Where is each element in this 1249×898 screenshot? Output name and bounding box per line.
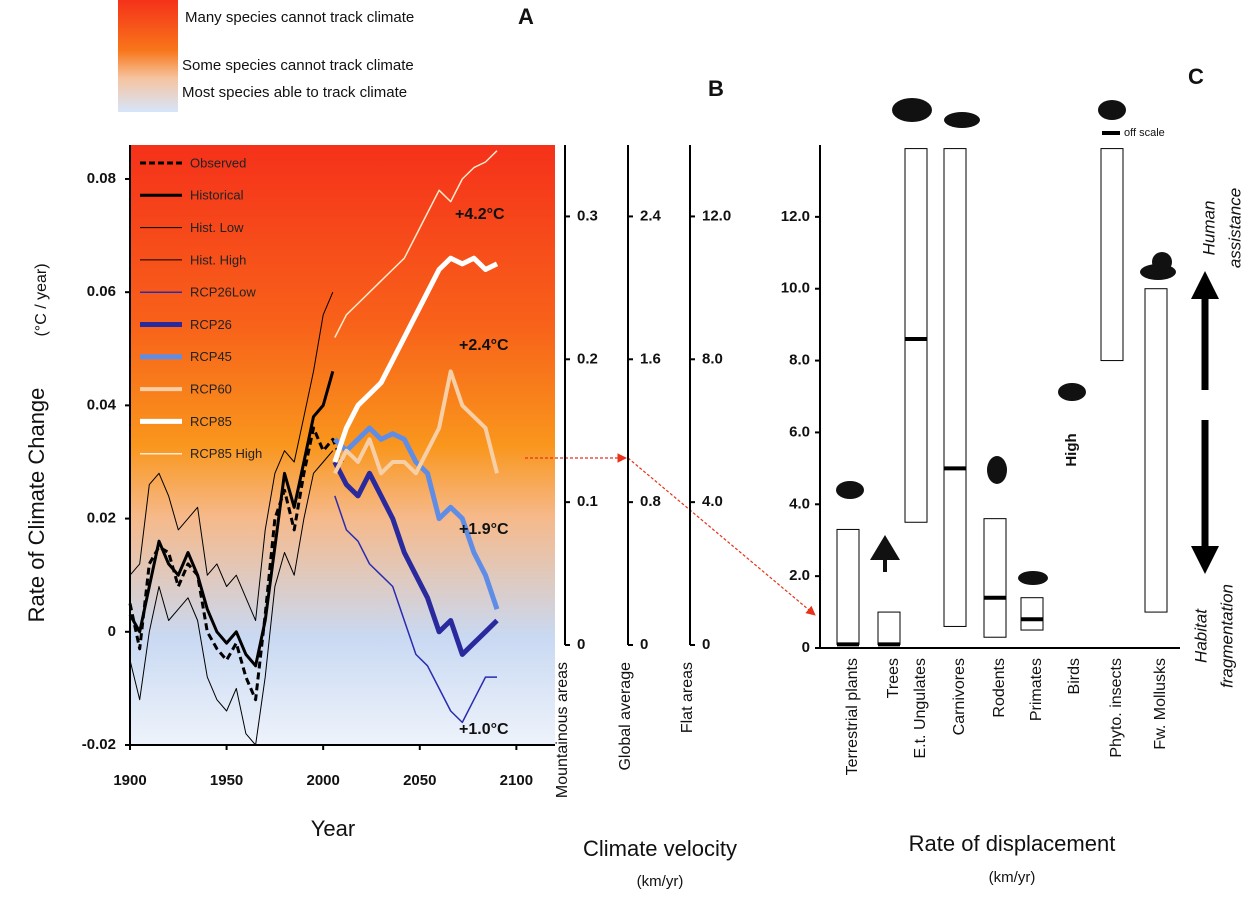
range-bar <box>1100 148 1124 362</box>
side-label: assistance <box>1225 188 1244 268</box>
panel-label: A <box>518 4 534 29</box>
y-tick-label: 0.02 <box>87 510 116 527</box>
category-label: Fw. Mollusks <box>1152 658 1169 750</box>
y-tick-label: 4.0 <box>702 493 723 510</box>
series-line <box>333 425 500 611</box>
series-line <box>332 460 499 657</box>
side-label: fragmentation <box>1217 584 1236 688</box>
range-bar <box>983 518 1007 638</box>
x-axis-label: Rate of displacement <box>909 831 1116 856</box>
y-tick-label: 0 <box>577 636 585 653</box>
range-bar <box>1020 597 1044 631</box>
legend-label: RCP85 High <box>190 446 262 461</box>
legend-label: RCP60 <box>190 382 232 397</box>
category-label: Carnivores <box>951 658 968 735</box>
panel-label: C <box>1188 64 1204 89</box>
y-tick-label: -0.02 <box>82 736 116 753</box>
annotation: +1.9°C <box>459 521 509 538</box>
range-bar <box>877 611 901 645</box>
y-tick-label: 0.2 <box>577 350 598 367</box>
zone-gradient <box>118 0 178 112</box>
y-tick-label: 4.0 <box>789 495 810 512</box>
y-tick-label: 12.0 <box>702 207 731 224</box>
category-label: Birds <box>1066 658 1083 694</box>
series-line <box>334 150 498 338</box>
legend-label: RCP45 <box>190 349 232 364</box>
legend-label: Hist. High <box>190 252 246 267</box>
category-label: Trees <box>885 658 902 698</box>
legend-label: RCP26 <box>190 317 232 332</box>
range-bar <box>1144 288 1168 613</box>
icons <box>836 98 1176 585</box>
y-tick-label: 2.0 <box>789 567 810 584</box>
range-bar <box>904 148 928 523</box>
zone-label: Many species cannot track climate <box>185 9 414 26</box>
annotation: +2.4°C <box>459 337 509 354</box>
series-line <box>128 370 335 668</box>
link-arrow <box>627 457 816 616</box>
y-tick-label: 0 <box>108 623 116 640</box>
y-tick-label: 1.6 <box>640 350 661 367</box>
category-label: Primates <box>1028 658 1045 721</box>
panel-title: Climate velocity <box>583 836 737 861</box>
series-line <box>129 450 334 746</box>
side-label: Habitat <box>1191 608 1210 663</box>
y-axis-unit: (°C / year) <box>33 263 50 336</box>
y-tick-label: 0.08 <box>87 170 116 187</box>
annotation: +4.2°C <box>455 206 505 223</box>
y-tick-label: 0.04 <box>87 396 117 413</box>
legend-label: Observed <box>190 155 246 170</box>
category-label: Rodents <box>991 658 1008 718</box>
panel-unit: (km/yr) <box>637 873 684 890</box>
x-axis-unit: (km/yr) <box>989 869 1036 886</box>
legend-label: Hist. Low <box>190 220 244 235</box>
x-tick-label: 2100 <box>500 772 533 789</box>
annotation: +1.0°C <box>459 721 509 738</box>
axis-name: Global average <box>617 662 634 771</box>
series-line <box>334 495 497 724</box>
zone-label: Some species cannot track climate <box>182 57 414 74</box>
y-tick-label: 0 <box>640 636 648 653</box>
series-line <box>333 369 499 476</box>
y-tick-label: 6.0 <box>789 423 810 440</box>
y-tick-label: 8.0 <box>702 350 723 367</box>
range-bar <box>943 148 967 627</box>
y-tick-label: 0.06 <box>87 283 116 300</box>
category-note: High <box>1063 433 1080 466</box>
x-tick-label: 1950 <box>210 772 243 789</box>
y-tick-label: 0.8 <box>640 493 661 510</box>
category-label: Terrestrial plants <box>844 658 861 775</box>
y-tick-label: 12.0 <box>781 208 810 225</box>
y-tick-label: 8.0 <box>789 352 810 369</box>
series-line <box>332 255 499 463</box>
range-bar <box>836 528 860 645</box>
axis-name: Mountainous areas <box>554 662 571 798</box>
side-label: Human <box>1199 201 1218 256</box>
y-tick-label: 2.4 <box>640 207 662 224</box>
series-line <box>128 426 344 702</box>
axis-name: Flat areas <box>679 662 696 733</box>
legend-label: RCP26Low <box>190 285 256 300</box>
zone-label: Most species able to track climate <box>182 84 407 101</box>
legend-label: Historical <box>190 188 244 203</box>
y-tick-label: 0.1 <box>577 493 598 510</box>
series-line <box>129 292 334 621</box>
legend-label: RCP85 <box>190 414 232 429</box>
category-label: E.t. Ungulates <box>912 658 929 759</box>
y-tick-label: 0.3 <box>577 207 598 224</box>
x-tick-label: 2050 <box>403 772 436 789</box>
y-tick-label: 10.0 <box>781 280 810 297</box>
category-note: off scale <box>1124 127 1165 139</box>
y-tick-label: 0 <box>802 639 810 656</box>
y-tick-label: 0 <box>702 636 710 653</box>
panel-label: B <box>708 76 724 101</box>
y-axis-label: Rate of Climate Change <box>24 388 49 623</box>
x-tick-label: 1900 <box>113 772 146 789</box>
category-label: Phyto. insects <box>1108 658 1125 758</box>
x-tick-label: 2000 <box>306 772 339 789</box>
x-axis-label: Year <box>311 816 355 841</box>
